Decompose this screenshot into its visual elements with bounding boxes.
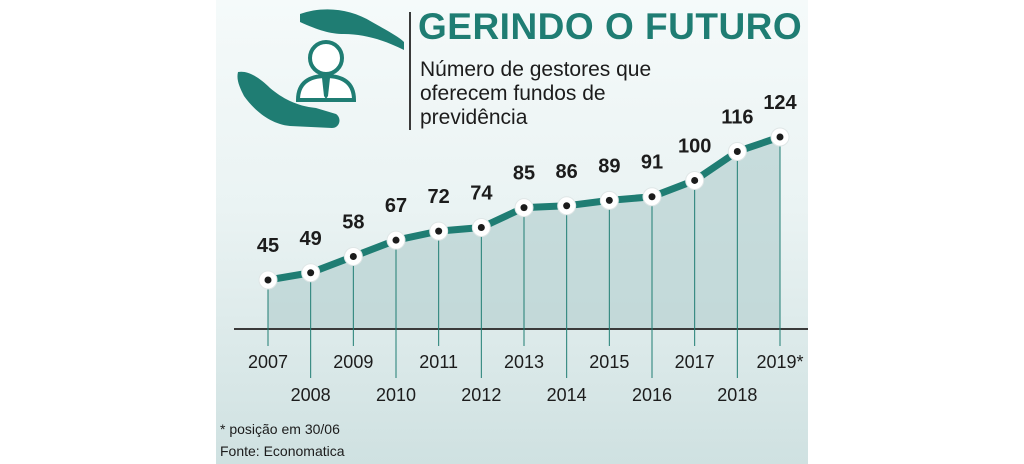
data-label: 58 [342,211,364,233]
data-point [343,246,363,266]
data-point [429,221,449,241]
x-tick-label: 2016 [632,385,672,405]
data-label: 124 [763,92,797,114]
data-label: 67 [385,195,407,217]
x-tick-label: 2012 [461,385,501,405]
data-label: 85 [513,163,535,185]
chart-subtitle: Número de gestores que oferecem fundos d… [420,58,652,129]
x-tick-label: 2011 [419,352,458,372]
data-point [301,263,321,283]
x-tick-label: 2017 [675,352,715,372]
data-point [727,141,747,161]
data-point [258,270,278,290]
data-point [685,170,705,190]
x-tick-label: 2019* [756,352,803,372]
data-label: 91 [641,152,663,174]
data-point [642,187,662,207]
data-point [557,196,577,216]
data-label: 45 [257,235,279,257]
title-divider [409,12,411,130]
x-tick-label: 2010 [376,385,416,405]
data-point [471,218,491,238]
data-label: 100 [678,135,711,157]
data-point [386,230,406,250]
data-point [599,190,619,210]
x-tick-label: 2008 [291,385,331,405]
x-tick-label: 2015 [589,352,629,372]
x-tick-label: 2007 [248,352,288,372]
data-label: 116 [721,106,753,128]
data-label: 86 [556,161,578,183]
footnote: * posição em 30/06 [220,421,340,437]
x-tick-label: 2013 [504,352,544,372]
data-label: 72 [428,186,450,208]
data-point [514,198,534,218]
data-label: 74 [470,183,493,205]
x-axis-line [234,328,808,330]
hands-protecting-person-icon [237,9,404,128]
data-label: 49 [300,228,322,250]
data-point [770,127,790,147]
x-tick-label: 2009 [333,352,373,372]
x-tick-label: 2018 [717,385,757,405]
chart-title: GERINDO O FUTURO [418,6,803,47]
x-tick-label: 2014 [547,385,587,405]
data-label: 89 [598,155,620,177]
source-note: Fonte: Economatica [220,443,345,459]
